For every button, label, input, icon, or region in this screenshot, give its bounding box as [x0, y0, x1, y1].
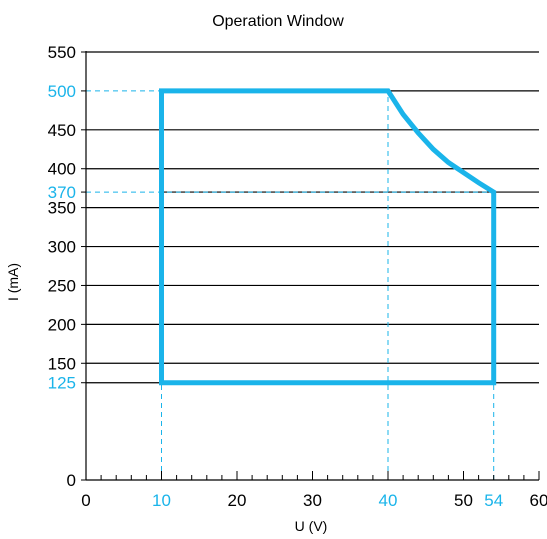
x-tick-label: 20: [228, 491, 247, 510]
y-tick-label: 350: [48, 199, 76, 218]
y-tick-label: 500: [48, 82, 76, 101]
x-tick-label: 40: [379, 491, 398, 510]
y-tick-label: 550: [48, 43, 76, 62]
x-axis-label: U (V): [295, 518, 328, 534]
y-tick-label: 450: [48, 121, 76, 140]
chart-title: Operation Window: [212, 13, 344, 30]
x-tick-labels: 0 10 20 30 40 50 54 60: [81, 491, 547, 510]
x-tick-label: 10: [152, 491, 171, 510]
operation-window-outline: [159, 88, 497, 386]
x-tick-label: 30: [303, 491, 322, 510]
y-tick-label: 150: [48, 354, 76, 373]
axes: [81, 51, 540, 481]
x-tick-label: 0: [81, 491, 90, 510]
y-tick-label: 300: [48, 238, 76, 257]
y-tick-label: 250: [48, 276, 76, 295]
y-axis-label: I (mA): [5, 263, 21, 301]
x-tick-label: 54: [484, 491, 503, 510]
y-tick-label: 125: [48, 374, 76, 393]
x-tick-label: 50: [454, 491, 473, 510]
y-tick-label: 400: [48, 160, 76, 179]
reference-lines: [86, 90, 495, 480]
y-tick-label: 0: [67, 471, 76, 490]
gridlines: [86, 51, 539, 384]
series-group: [159, 88, 497, 386]
y-tick-label: 370: [48, 183, 76, 202]
y-tick-label: 200: [48, 315, 76, 334]
x-tick-label: 60: [530, 491, 547, 510]
